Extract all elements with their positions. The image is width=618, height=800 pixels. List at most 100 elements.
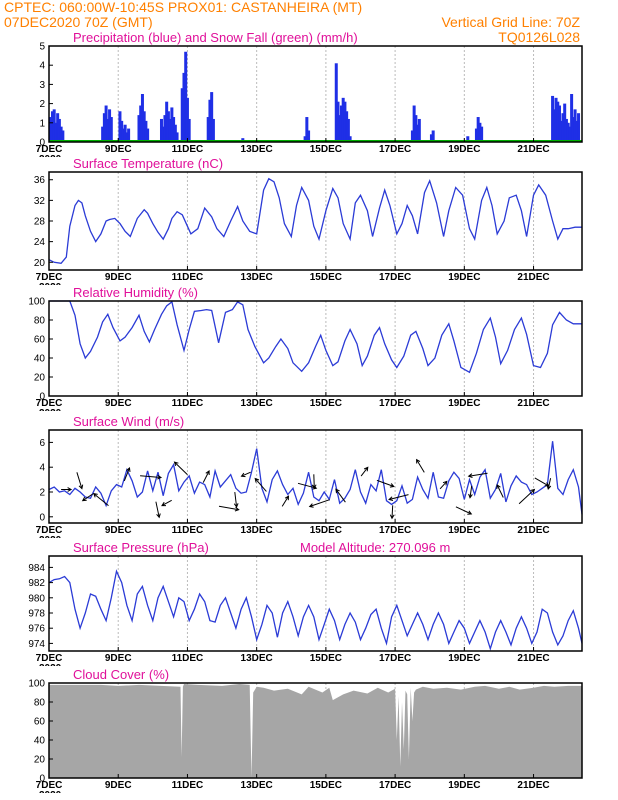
precip-bar [568, 126, 572, 142]
y-tick-label: 24 [34, 237, 46, 248]
precip-bar [571, 117, 575, 142]
precip-bar [345, 111, 349, 142]
panel-wind: 0 2 4 6 7DEC 9DEC 11DEC 13DEC 15DEC 17DEC 19DEC 21D… [36, 414, 583, 538]
wind-vector-arrow [360, 466, 369, 477]
precip-bar [61, 130, 65, 142]
precip-bar [208, 99, 212, 142]
precip-bar [54, 122, 58, 142]
panel-frame [48, 682, 583, 779]
precip-bar [559, 120, 563, 142]
wind-vector-arrow [281, 495, 290, 507]
precip-bar [49, 117, 53, 142]
y-tick-label: 60 [34, 717, 46, 728]
precip-bar [180, 88, 184, 142]
x-tick-label: 19DEC [448, 144, 480, 155]
panel-temp: 20 24 28 32 36 7DEC 9DEC 11DEC 13DEC 15DEC 17DEC 19… [34, 156, 583, 285]
precip-bar [123, 124, 127, 142]
wind-vector-arrow [173, 461, 188, 475]
x-tick-label: 11DEC [172, 272, 204, 283]
wind-vector-arrow [455, 506, 473, 515]
panel-frame [48, 300, 583, 397]
precip-bar [146, 128, 150, 142]
precip-bar [566, 122, 570, 142]
precip-bar [346, 118, 350, 142]
precip-bar [336, 101, 340, 142]
x-tick-label: 13DEC [241, 144, 273, 155]
y-tick-label: 28 [34, 217, 46, 228]
y-tick-label: 80 [34, 316, 46, 327]
y-tick-label: 60 [34, 335, 46, 346]
precip-bar [57, 118, 61, 142]
y-tick-label: 80 [34, 698, 46, 709]
precip-bar [172, 117, 176, 142]
panel-frame [48, 171, 583, 271]
panel-frame [48, 555, 583, 652]
x-tick-label: 9DEC [105, 398, 132, 409]
year-label: 2020 [39, 790, 62, 800]
wind-vector-arrow [335, 488, 346, 503]
precip-bar [564, 118, 568, 142]
header-line1: CPTEC: 060:00W-10:45S PROX01: CASTANHEIR… [4, 0, 363, 15]
precip-bar [210, 92, 214, 142]
y-tick-label: 2 [39, 99, 45, 110]
wind-vector-arrow [61, 487, 73, 492]
y-tick-label: 40 [34, 354, 46, 365]
precip-bar [417, 118, 421, 142]
precip-bar [161, 126, 165, 142]
precip-bar [480, 126, 484, 142]
precip-bar [120, 120, 124, 142]
panel-frame [48, 429, 583, 524]
y-tick-label: 100 [28, 679, 45, 690]
x-tick-label: 9DEC [105, 144, 132, 155]
precip-bar [551, 95, 555, 142]
precip-bar [412, 105, 416, 142]
x-tick-label: 7DEC [36, 144, 63, 155]
wind-vector-arrow [92, 492, 109, 506]
wind-vector-arrow [240, 471, 251, 478]
header-grid-note: Vertical Grid Line: 70Z [441, 14, 580, 30]
precip-bar [137, 115, 141, 142]
x-tick-label: 21DEC [517, 144, 549, 155]
precip-bar [59, 126, 63, 142]
x-tick-label: 13DEC [241, 525, 273, 536]
precip-bar [104, 105, 108, 142]
y-tick-label: 0 [39, 512, 45, 523]
precip-bar [348, 136, 352, 142]
wind-vector-arrow [308, 499, 330, 508]
year-label: 2020 [39, 663, 62, 674]
precip-bar [410, 130, 414, 142]
precip-bar [478, 122, 482, 142]
precip-bar [343, 101, 347, 142]
precip-bar [570, 94, 574, 142]
wind-vector-arrow [161, 499, 172, 507]
precip-bar [163, 115, 167, 142]
precip-bar [109, 117, 113, 142]
x-tick-label: 9DEC [105, 525, 132, 536]
y-tick-label: 984 [28, 563, 45, 574]
header-run-time: 07DEC2020 70Z (GMT) [4, 14, 153, 30]
wind-vector-arrow [496, 483, 504, 498]
x-tick-label: 11DEC [172, 653, 204, 664]
y-tick-label: 0 [39, 138, 45, 149]
panel-title: Surface Temperature (nC) [73, 156, 223, 171]
x-tick-label: 21DEC [517, 272, 549, 283]
precip-bar [187, 118, 191, 142]
x-tick-label: 17DEC [379, 144, 411, 155]
wind-vector-arrow [123, 467, 131, 482]
precip-bar [341, 97, 345, 142]
precip-bar [184, 51, 188, 143]
wind-vector-arrow [76, 472, 84, 490]
wind-vector-arrow [416, 458, 425, 473]
panel-cloud: 0 20 40 60 80 100 7DEC 9DEC 11DEC 13DEC 15DEC 17DEC… [28, 667, 583, 800]
precip-bar [142, 111, 146, 142]
x-tick-label: 17DEC [379, 780, 411, 791]
precip-bar [577, 113, 581, 142]
precip-bar [185, 97, 189, 142]
precip-bar [431, 130, 435, 142]
precip-bar [106, 118, 110, 142]
wind-vector-arrow [233, 492, 239, 509]
precip-bar [476, 117, 480, 142]
precip-bar [125, 132, 129, 142]
precip-bar [56, 113, 60, 142]
